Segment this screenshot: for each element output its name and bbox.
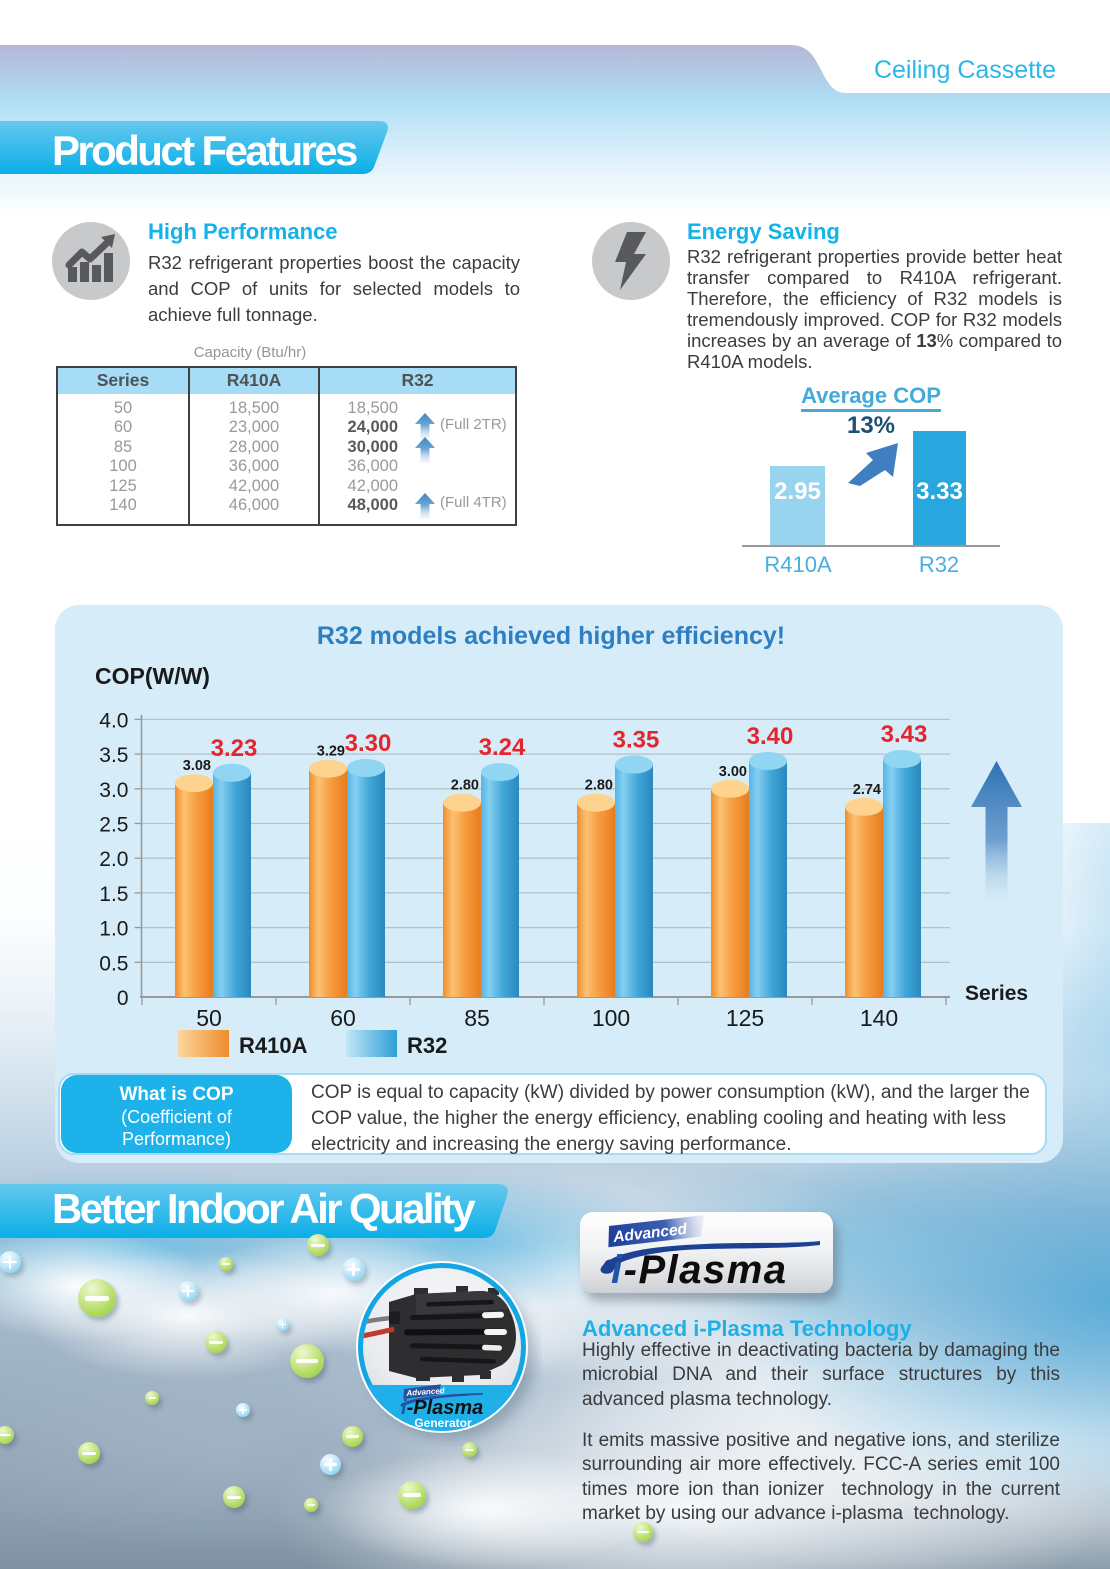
svg-text:2.0: 2.0 — [99, 848, 128, 871]
svg-text:3.0: 3.0 — [99, 779, 128, 802]
svg-text:0.5: 0.5 — [99, 952, 128, 975]
svg-text:i-Plasma: i-Plasma — [401, 1397, 483, 1419]
svg-text:0: 0 — [117, 987, 129, 1010]
svg-text:3.5: 3.5 — [99, 744, 128, 767]
svg-text:R32: R32 — [407, 1033, 447, 1058]
svg-text:1.0: 1.0 — [99, 918, 128, 941]
svg-text:140: 140 — [860, 1005, 898, 1031]
svg-text:2.74: 2.74 — [853, 782, 881, 798]
svg-text:3.29: 3.29 — [317, 744, 345, 760]
svg-text:3.35: 3.35 — [613, 727, 660, 754]
svg-text:60: 60 — [330, 1005, 356, 1031]
svg-text:Series: Series — [965, 982, 1028, 1005]
svg-text:3.40: 3.40 — [747, 723, 794, 750]
svg-text:1.5: 1.5 — [99, 883, 128, 906]
svg-text:3.30: 3.30 — [345, 730, 392, 757]
svg-text:3.24: 3.24 — [479, 734, 526, 761]
svg-text:100: 100 — [592, 1005, 630, 1031]
svg-text:R410A: R410A — [239, 1033, 308, 1058]
svg-text:2.80: 2.80 — [451, 778, 479, 794]
svg-text:Advanced: Advanced — [405, 1386, 446, 1398]
svg-text:4.0: 4.0 — [99, 709, 128, 732]
svg-text:2.80: 2.80 — [585, 778, 613, 794]
svg-text:3.23: 3.23 — [211, 735, 258, 762]
svg-text:i-Plasma: i-Plasma — [611, 1248, 788, 1292]
svg-text:125: 125 — [726, 1005, 764, 1031]
svg-text:3.08: 3.08 — [183, 758, 211, 774]
svg-text:3.43: 3.43 — [881, 721, 928, 748]
svg-text:3.00: 3.00 — [719, 764, 747, 780]
svg-text:2.5: 2.5 — [99, 814, 128, 837]
svg-text:Generator: Generator — [414, 1416, 472, 1430]
svg-text:85: 85 — [464, 1005, 490, 1031]
svg-text:50: 50 — [196, 1005, 222, 1031]
